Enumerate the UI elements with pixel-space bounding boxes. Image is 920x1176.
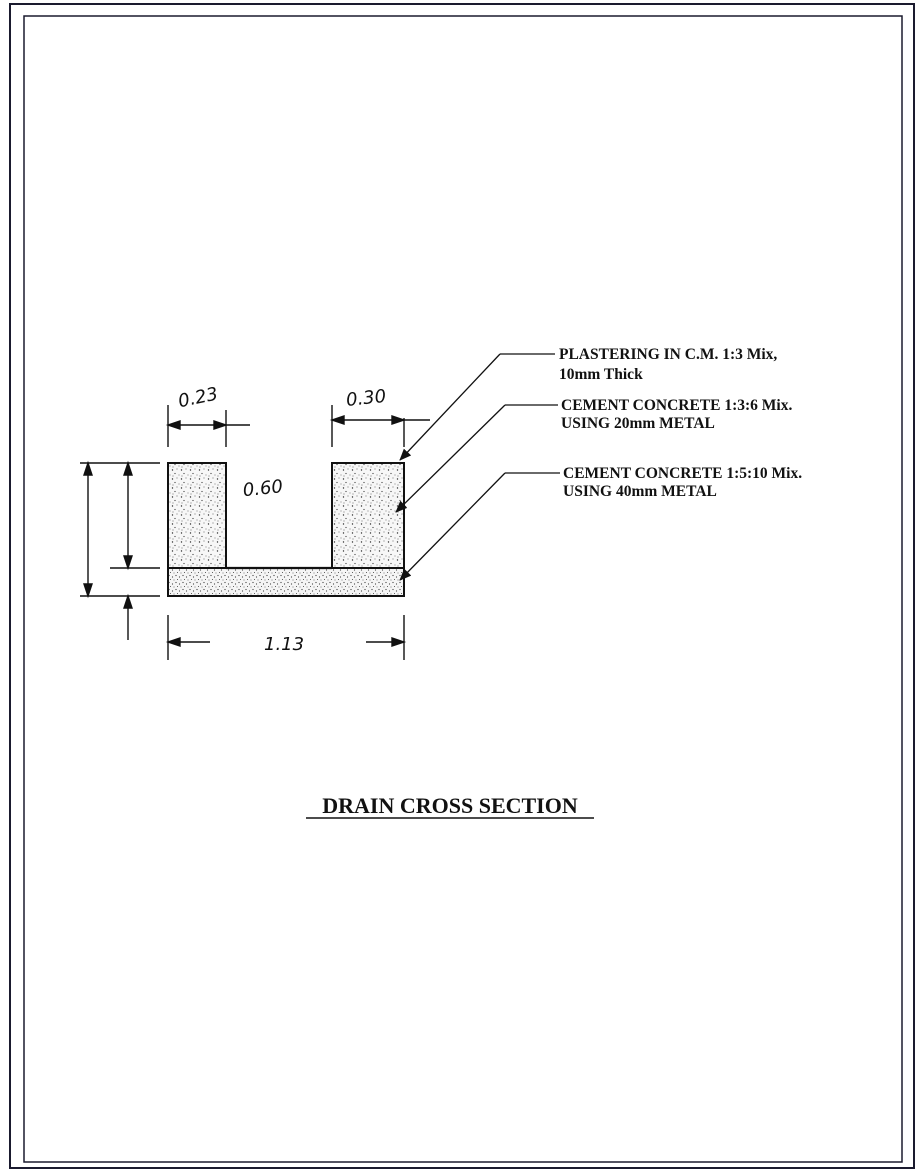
dim-left-wall: 0.23 [176, 383, 220, 412]
dimension-lines [80, 405, 430, 660]
left-wall [167, 462, 227, 569]
label-plastering-2: 10mm Thick [559, 366, 643, 383]
label-cc1510-1: CEMENT CONCRETE 1:5:10 Mix. [563, 465, 802, 482]
dim-channel: 0.60 [242, 476, 284, 501]
label-cc1510-2: USING 40mm METAL [563, 483, 717, 500]
right-wall [331, 462, 405, 569]
page-border [9, 3, 915, 1169]
drain-section [167, 462, 405, 597]
label-cc136-2: USING 20mm METAL [561, 415, 715, 432]
label-cc136-1: CEMENT CONCRETE 1:3:6 Mix. [561, 397, 792, 414]
leader-lines [395, 353, 560, 581]
drawing-title: DRAIN CROSS SECTION [322, 793, 578, 818]
label-plastering-1: PLASTERING IN C.M. 1:3 Mix, [559, 346, 777, 363]
dim-total-width: 1.13 [264, 634, 304, 655]
base-slab [167, 567, 405, 597]
page-inner-border [23, 15, 903, 1163]
dim-right-wall: 0.30 [345, 386, 387, 411]
